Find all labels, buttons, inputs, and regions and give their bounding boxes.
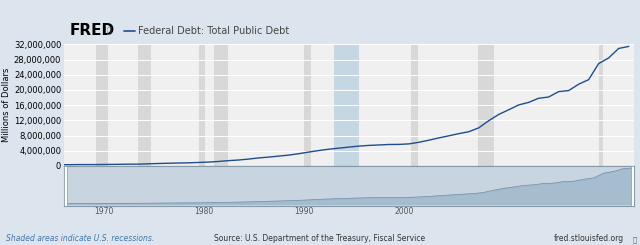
Y-axis label: Millions of Dollars: Millions of Dollars <box>2 68 11 142</box>
Bar <box>138 44 150 166</box>
Bar <box>334 44 359 166</box>
Bar <box>304 44 311 166</box>
Bar <box>630 166 634 206</box>
Bar <box>97 44 108 166</box>
Bar <box>598 44 603 166</box>
Bar <box>214 44 228 166</box>
Bar <box>478 44 493 166</box>
Text: 📈: 📈 <box>107 26 111 35</box>
Text: Shaded areas indicate U.S. recessions.: Shaded areas indicate U.S. recessions. <box>6 233 155 243</box>
Bar <box>199 44 205 166</box>
Text: ⛶: ⛶ <box>632 236 637 243</box>
Bar <box>64 166 67 206</box>
Text: Source: U.S. Department of the Treasury, Fiscal Service: Source: U.S. Department of the Treasury,… <box>214 233 426 243</box>
Text: Federal Debt: Total Public Debt: Federal Debt: Total Public Debt <box>138 26 289 36</box>
Text: FRED: FRED <box>70 23 115 38</box>
Bar <box>412 44 418 166</box>
Text: fred.stlouisfed.org: fred.stlouisfed.org <box>554 233 624 243</box>
